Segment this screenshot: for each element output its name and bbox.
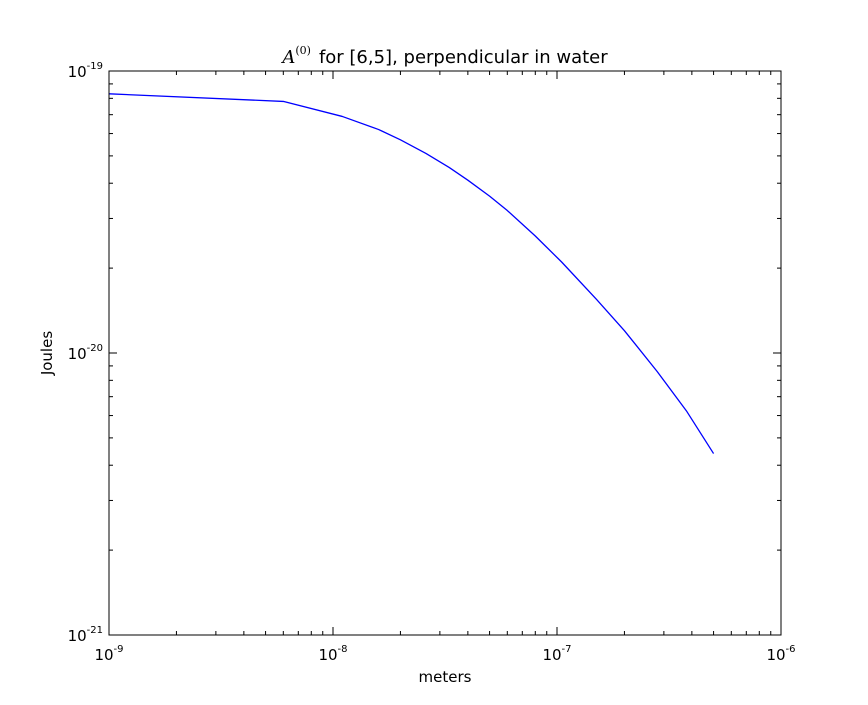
y-axis-label: Joules — [38, 331, 56, 377]
y-tick-label: 10-19 — [68, 61, 103, 81]
title-math-symbol: A — [280, 47, 295, 68]
x-tick-label: 10-6 — [766, 644, 795, 664]
plot-area: 10-9 10-8 10-7 10-6 10-21 10-20 10-19 — [68, 61, 796, 664]
y-tick-label: 10-20 — [68, 343, 103, 363]
title-math-superscript: (0) — [295, 44, 311, 57]
y-tick-label: 10-21 — [68, 625, 103, 645]
series-line-0 — [108, 93, 715, 454]
axes-frame — [108, 70, 782, 636]
x-tick-label: 10-9 — [94, 644, 123, 664]
x-axis-label: meters — [419, 668, 472, 686]
x-tick-label: 10-7 — [542, 644, 571, 664]
x-tick-label: 10-8 — [318, 644, 347, 664]
title-text: for [6,5], perpendicular in water — [319, 47, 608, 68]
chart-title: A(0) for [6,5], perpendicular in water — [280, 44, 608, 68]
